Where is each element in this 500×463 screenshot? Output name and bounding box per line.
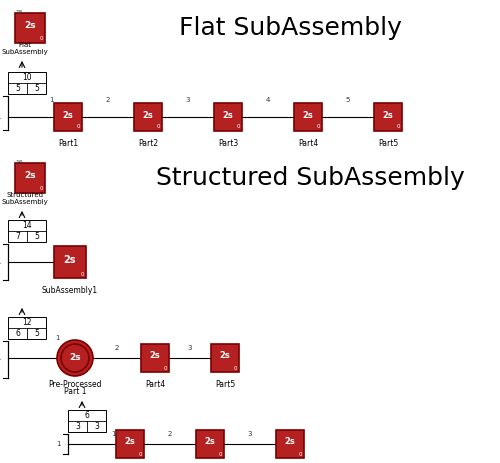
Text: 3: 3 bbox=[248, 431, 252, 437]
FancyBboxPatch shape bbox=[141, 344, 169, 372]
Text: 2: 2 bbox=[168, 431, 172, 437]
Text: 10: 10 bbox=[22, 73, 32, 82]
Text: 5: 5 bbox=[34, 232, 39, 241]
Text: 2s: 2s bbox=[24, 171, 36, 181]
Text: 2: 2 bbox=[115, 345, 119, 351]
Text: 0: 0 bbox=[233, 365, 237, 370]
Text: 2s: 2s bbox=[302, 111, 314, 119]
Text: 0: 0 bbox=[156, 125, 160, 130]
FancyBboxPatch shape bbox=[276, 430, 304, 458]
Text: 0: 0 bbox=[39, 37, 43, 42]
Text: Flat SubAssembly: Flat SubAssembly bbox=[178, 16, 402, 40]
Text: 0: 0 bbox=[88, 369, 91, 375]
FancyBboxPatch shape bbox=[374, 103, 402, 131]
FancyBboxPatch shape bbox=[15, 13, 45, 43]
Text: 5: 5 bbox=[346, 97, 350, 103]
Text: Flat: Flat bbox=[18, 42, 32, 48]
Text: 2s: 2s bbox=[382, 111, 394, 119]
FancyBboxPatch shape bbox=[134, 103, 162, 131]
Text: 3: 3 bbox=[94, 422, 99, 431]
Text: 2s: 2s bbox=[62, 111, 74, 119]
Text: 2s: 2s bbox=[204, 438, 216, 446]
Text: 14: 14 bbox=[22, 221, 32, 230]
Text: 6: 6 bbox=[84, 411, 89, 420]
Text: 0: 0 bbox=[236, 125, 240, 130]
FancyBboxPatch shape bbox=[8, 220, 46, 242]
Text: 2s: 2s bbox=[284, 438, 296, 446]
FancyBboxPatch shape bbox=[211, 344, 239, 372]
Text: 2: 2 bbox=[106, 97, 110, 103]
Text: 0: 0 bbox=[80, 271, 84, 276]
Text: 0: 0 bbox=[316, 125, 320, 130]
Text: Part5: Part5 bbox=[215, 380, 235, 389]
Text: 2s: 2s bbox=[142, 111, 154, 119]
Text: Part5: Part5 bbox=[378, 139, 398, 148]
Text: 16: 16 bbox=[15, 159, 23, 164]
Text: 0: 0 bbox=[76, 125, 80, 130]
Text: 15: 15 bbox=[15, 10, 23, 14]
Text: 2s: 2s bbox=[150, 351, 160, 361]
Text: 5: 5 bbox=[34, 329, 39, 338]
Text: 0: 0 bbox=[163, 365, 167, 370]
Text: SubAssembly: SubAssembly bbox=[2, 49, 48, 55]
Circle shape bbox=[57, 340, 93, 376]
Text: 12: 12 bbox=[22, 318, 32, 327]
Text: 0: 0 bbox=[298, 451, 302, 457]
Text: Part2: Part2 bbox=[138, 139, 158, 148]
FancyBboxPatch shape bbox=[196, 430, 224, 458]
FancyBboxPatch shape bbox=[116, 430, 144, 458]
Text: 1: 1 bbox=[0, 114, 1, 120]
Text: 7: 7 bbox=[15, 232, 20, 241]
Text: Part3: Part3 bbox=[218, 139, 238, 148]
Text: 6: 6 bbox=[15, 329, 20, 338]
FancyBboxPatch shape bbox=[15, 163, 45, 193]
Text: 3: 3 bbox=[188, 345, 192, 351]
FancyBboxPatch shape bbox=[54, 103, 82, 131]
Text: 0: 0 bbox=[39, 187, 43, 192]
Text: 2s: 2s bbox=[124, 438, 136, 446]
Text: 1: 1 bbox=[0, 355, 1, 361]
FancyBboxPatch shape bbox=[214, 103, 242, 131]
Text: 3: 3 bbox=[75, 422, 80, 431]
FancyBboxPatch shape bbox=[294, 103, 322, 131]
Text: Structured SubAssembly: Structured SubAssembly bbox=[156, 166, 465, 190]
Text: 4: 4 bbox=[266, 97, 270, 103]
FancyBboxPatch shape bbox=[8, 72, 46, 94]
Text: SubAssembly: SubAssembly bbox=[2, 199, 48, 205]
Text: Part 1: Part 1 bbox=[64, 387, 86, 396]
Text: 0: 0 bbox=[218, 451, 222, 457]
Text: 1: 1 bbox=[49, 97, 53, 103]
FancyBboxPatch shape bbox=[54, 246, 86, 278]
Text: 5: 5 bbox=[15, 84, 20, 93]
Text: 0: 0 bbox=[138, 451, 142, 457]
Text: 1: 1 bbox=[111, 431, 115, 437]
Text: 2s: 2s bbox=[24, 21, 36, 31]
Text: 2s: 2s bbox=[222, 111, 234, 119]
Text: 2s: 2s bbox=[64, 255, 76, 265]
Text: Structured: Structured bbox=[6, 192, 44, 198]
Text: Pre-Processed: Pre-Processed bbox=[48, 380, 102, 389]
Text: 2s: 2s bbox=[69, 352, 81, 362]
FancyBboxPatch shape bbox=[68, 410, 106, 432]
Text: 3: 3 bbox=[186, 97, 190, 103]
Text: SubAssembly1: SubAssembly1 bbox=[42, 286, 98, 295]
Text: 2s: 2s bbox=[220, 351, 230, 361]
Text: 1: 1 bbox=[55, 335, 60, 341]
Text: 1: 1 bbox=[0, 259, 1, 265]
Text: 5: 5 bbox=[34, 84, 39, 93]
Text: Part4: Part4 bbox=[298, 139, 318, 148]
FancyBboxPatch shape bbox=[8, 317, 46, 339]
Text: 1: 1 bbox=[56, 441, 61, 447]
Text: Part4: Part4 bbox=[145, 380, 165, 389]
Text: Part1: Part1 bbox=[58, 139, 78, 148]
Text: 0: 0 bbox=[396, 125, 400, 130]
